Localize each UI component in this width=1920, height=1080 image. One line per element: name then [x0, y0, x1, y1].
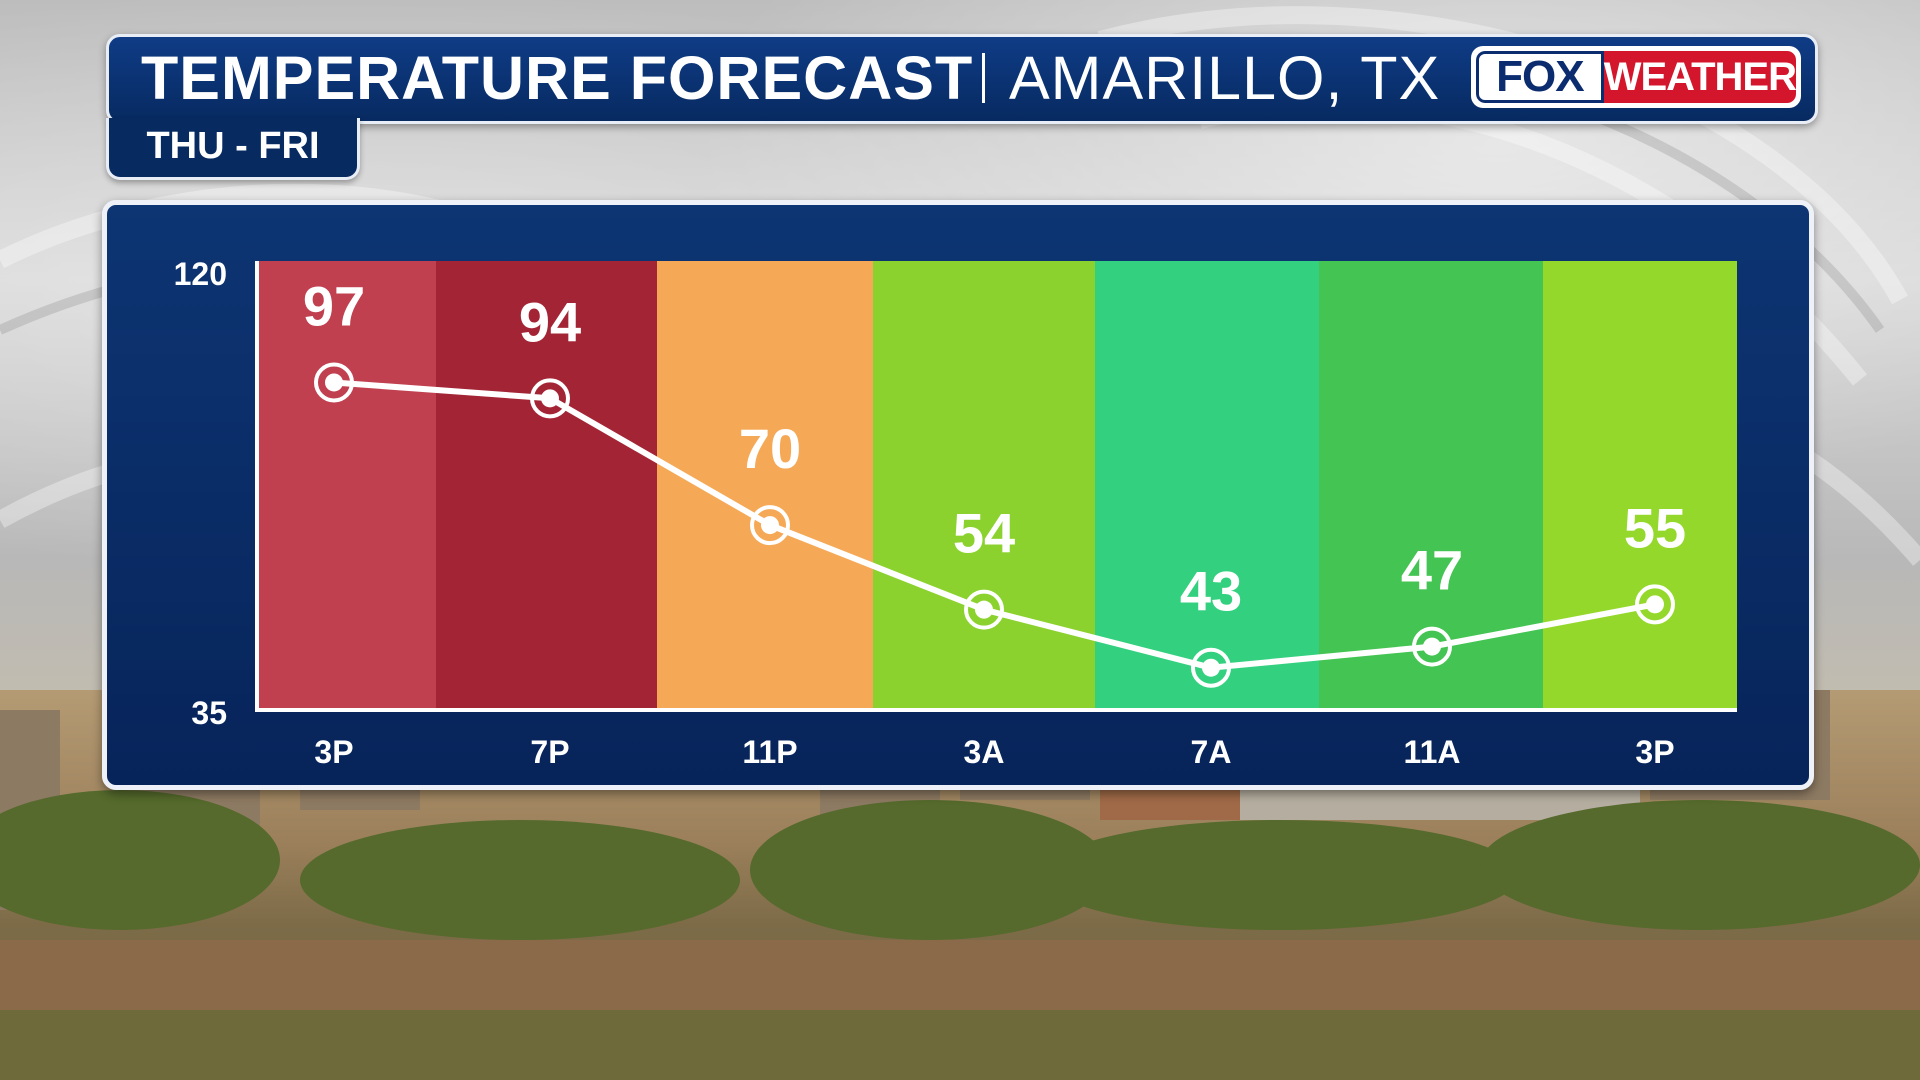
data-point-ring [530, 378, 570, 419]
data-point [1202, 658, 1220, 677]
band-6 [1543, 261, 1737, 710]
band-4 [1095, 261, 1319, 710]
x-tick-label: 7A [1191, 734, 1232, 770]
x-tick-label: 11P [742, 734, 797, 770]
x-tick-label: 3P [1635, 734, 1674, 770]
data-point [541, 389, 559, 408]
fox-weather-logo: FOX WEATHER [1471, 46, 1801, 108]
date-range-label: THU - FRI [146, 125, 320, 167]
data-label: 70 [739, 417, 801, 480]
title-bar: TEMPERATURE FORECAST AMARILLO, TX FOX WE… [106, 34, 1818, 124]
data-point [975, 600, 993, 619]
data-label: 54 [953, 502, 1015, 565]
temperature-chart: 120 35 3P 7P 11P 3A 7A 11A 3P 97 94 70 54 43 47 55 [174, 256, 1737, 770]
data-label: 94 [519, 290, 581, 353]
chart-panel: 120 35 3P 7P 11P 3A 7A 11A 3P 97 94 70 54 43 47 55 [102, 200, 1814, 790]
x-tick-label: 3P [314, 734, 353, 770]
band-0 [257, 261, 436, 710]
y-tick-label-bottom: 35 [191, 695, 227, 731]
location-label: AMARILLO, TX [1009, 44, 1441, 112]
date-range-tab: THU - FRI [106, 118, 360, 180]
data-point-ring [1412, 626, 1452, 667]
y-tick-label-top: 120 [174, 256, 227, 292]
x-tick-label: 7P [530, 734, 569, 770]
data-point [761, 516, 779, 535]
data-point [1646, 595, 1664, 614]
data-label: 55 [1624, 496, 1686, 559]
x-tick-label: 3A [964, 734, 1005, 770]
x-tick-label: 11A [1404, 734, 1461, 770]
band-1 [436, 261, 657, 710]
title-divider [982, 53, 985, 103]
band-3 [873, 261, 1095, 710]
data-label: 43 [1180, 560, 1242, 623]
logo-weather-text: WEATHER [1603, 51, 1796, 103]
data-point-ring [1191, 647, 1231, 688]
data-point [325, 373, 343, 392]
data-point-ring [964, 589, 1004, 630]
page-title: TEMPERATURE FORECAST [141, 44, 974, 112]
logo-fox-text: FOX [1476, 51, 1604, 103]
data-point-ring [750, 505, 790, 546]
band-2 [657, 261, 873, 710]
data-point [1423, 637, 1441, 656]
data-point-ring [1635, 584, 1675, 625]
data-label: 97 [303, 274, 365, 337]
data-label: 47 [1401, 539, 1463, 602]
data-point-ring [314, 362, 354, 403]
